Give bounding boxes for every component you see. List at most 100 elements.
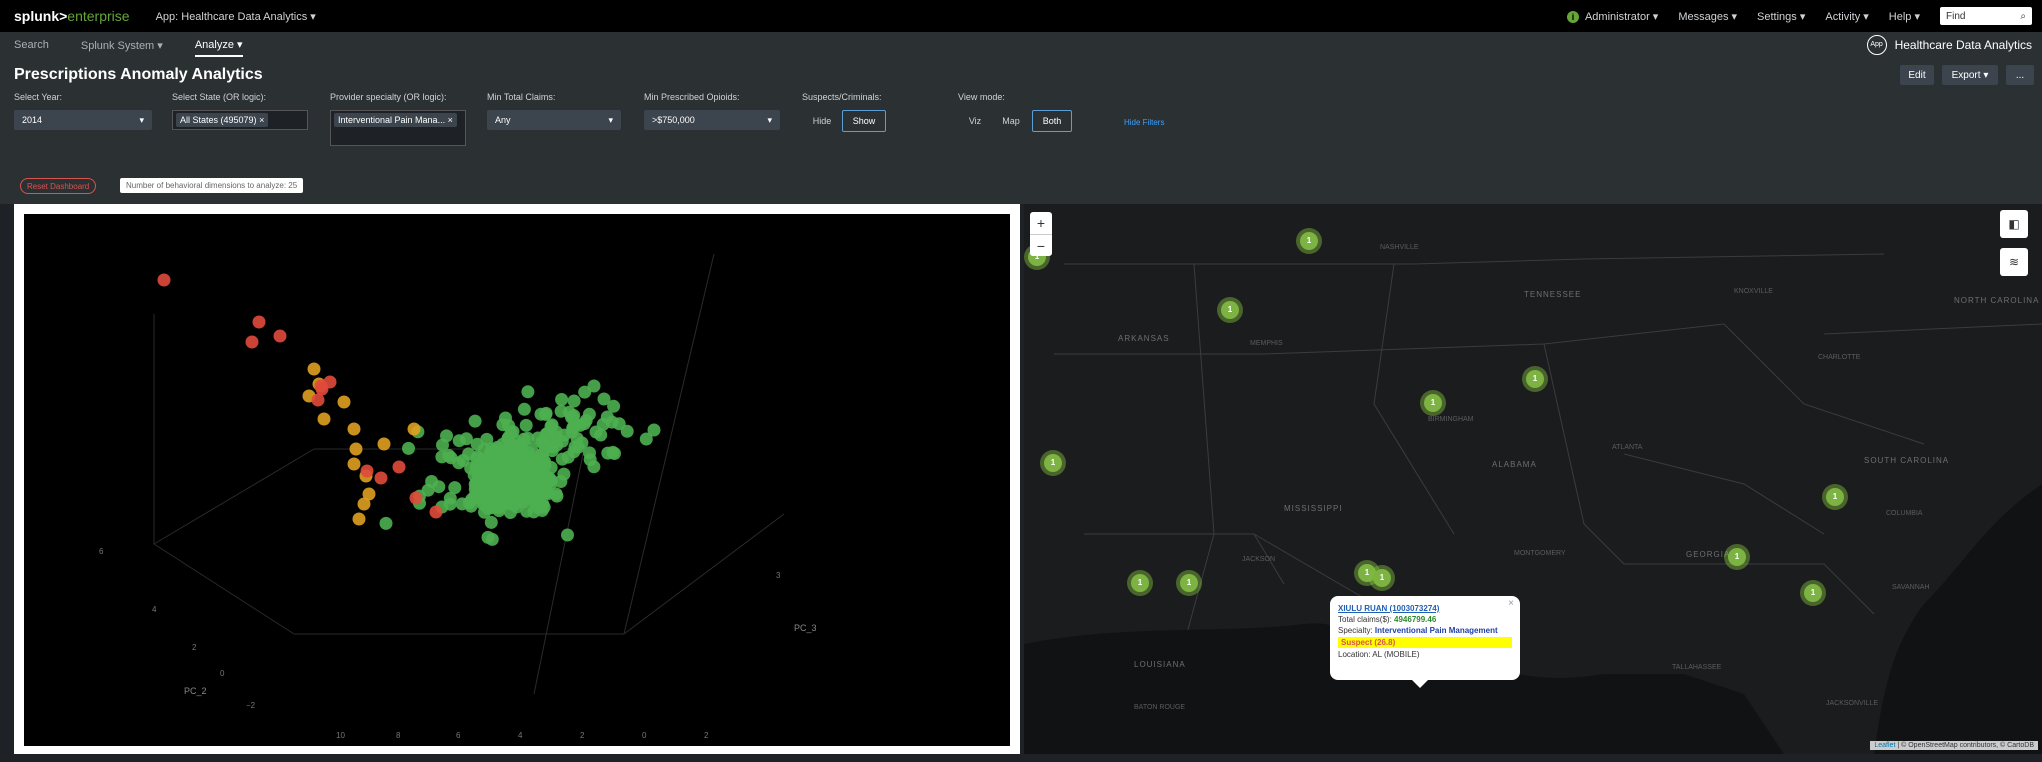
close-icon[interactable]: × bbox=[1508, 598, 1514, 609]
map-marker-cluster[interactable]: 1 bbox=[1522, 366, 1548, 392]
data-point[interactable] bbox=[550, 489, 564, 503]
data-point[interactable] bbox=[612, 417, 626, 431]
export-button[interactable]: Export ▾ bbox=[1942, 65, 1998, 85]
data-point[interactable] bbox=[484, 515, 498, 529]
data-point[interactable] bbox=[362, 487, 376, 501]
data-point[interactable] bbox=[491, 449, 504, 463]
data-point[interactable] bbox=[468, 482, 482, 496]
data-point[interactable] bbox=[536, 447, 550, 461]
data-point[interactable] bbox=[597, 392, 611, 406]
help-menu[interactable]: Help ▾ bbox=[1888, 10, 1920, 23]
data-point[interactable] bbox=[467, 468, 481, 482]
data-point[interactable] bbox=[561, 528, 574, 542]
activity-menu[interactable]: Activity ▾ bbox=[1825, 10, 1869, 23]
data-point[interactable] bbox=[520, 474, 534, 488]
viewmode-map[interactable]: Map bbox=[1002, 116, 1020, 126]
specialty-multiselect[interactable]: Interventional Pain Mana... × bbox=[330, 110, 466, 146]
data-point[interactable] bbox=[521, 488, 535, 502]
data-point[interactable] bbox=[548, 429, 562, 443]
data-point[interactable] bbox=[323, 375, 337, 389]
zoom-out-button[interactable]: − bbox=[1030, 234, 1052, 257]
data-point[interactable] bbox=[521, 385, 535, 399]
viewmode-both[interactable]: Both bbox=[1032, 110, 1072, 132]
settings-menu[interactable]: Settings ▾ bbox=[1757, 10, 1806, 23]
data-point[interactable] bbox=[475, 460, 489, 474]
data-point[interactable] bbox=[501, 432, 515, 446]
claims-dropdown[interactable]: Any ▾ bbox=[487, 110, 621, 130]
data-point[interactable] bbox=[436, 438, 449, 452]
data-point[interactable] bbox=[577, 417, 591, 431]
data-point[interactable] bbox=[519, 418, 533, 432]
data-point[interactable] bbox=[352, 512, 366, 526]
pca-scatter-plot[interactable]: PC_2 PC_3 6 4 2 0 −2 10 8 6 4 2 0 2 3 bbox=[24, 214, 1010, 746]
map-marker-cluster[interactable]: 1 bbox=[1369, 565, 1395, 591]
data-point[interactable] bbox=[567, 394, 581, 408]
data-point[interactable] bbox=[307, 362, 321, 376]
data-point[interactable] bbox=[337, 395, 351, 409]
data-point[interactable] bbox=[357, 497, 371, 511]
data-point[interactable] bbox=[538, 485, 552, 499]
data-point[interactable] bbox=[452, 434, 466, 448]
more-button[interactable]: ... bbox=[2006, 65, 2034, 85]
data-point[interactable] bbox=[429, 505, 443, 519]
data-point[interactable] bbox=[468, 414, 482, 428]
data-point[interactable] bbox=[555, 452, 569, 466]
find-input[interactable]: Find ⌕ bbox=[1940, 7, 2032, 25]
data-point[interactable] bbox=[503, 506, 517, 519]
map-marker-cluster[interactable]: 1 bbox=[1822, 484, 1848, 510]
data-point[interactable] bbox=[505, 493, 519, 507]
data-point[interactable] bbox=[481, 502, 495, 515]
data-point[interactable] bbox=[601, 446, 615, 460]
data-point[interactable] bbox=[407, 422, 421, 436]
data-point[interactable] bbox=[157, 273, 171, 287]
viewmode-viz[interactable]: Viz bbox=[968, 116, 982, 126]
hide-filters-link[interactable]: Hide Filters bbox=[1124, 118, 1165, 127]
data-point[interactable] bbox=[589, 425, 603, 439]
data-point[interactable] bbox=[252, 315, 266, 329]
data-point[interactable] bbox=[578, 385, 592, 399]
leaflet-link[interactable]: Leaflet bbox=[1874, 742, 1896, 749]
administrator-menu[interactable]: i Administrator ▾ bbox=[1566, 10, 1658, 23]
map-marker-cluster[interactable]: 1 bbox=[1724, 544, 1750, 570]
data-point[interactable] bbox=[245, 335, 259, 349]
data-point[interactable] bbox=[317, 412, 331, 426]
data-point[interactable] bbox=[537, 437, 551, 451]
data-point[interactable] bbox=[571, 440, 585, 454]
data-point[interactable] bbox=[443, 491, 457, 505]
nav-search[interactable]: Search bbox=[14, 39, 49, 51]
data-point[interactable] bbox=[273, 329, 287, 343]
suspects-hide[interactable]: Hide bbox=[812, 116, 832, 126]
data-point[interactable] bbox=[607, 399, 621, 413]
nav-splunk-system[interactable]: Splunk System ▾ bbox=[80, 39, 163, 52]
map-marker-cluster[interactable]: 1 bbox=[1296, 228, 1322, 254]
data-point[interactable] bbox=[480, 432, 494, 446]
remove-icon[interactable]: × bbox=[447, 115, 453, 125]
map-basemap[interactable] bbox=[1024, 204, 2042, 754]
data-point[interactable] bbox=[583, 453, 597, 467]
messages-menu[interactable]: Messages ▾ bbox=[1678, 10, 1738, 23]
data-point[interactable] bbox=[534, 407, 548, 421]
data-point[interactable] bbox=[565, 425, 579, 439]
data-point[interactable] bbox=[639, 432, 653, 446]
data-point[interactable] bbox=[647, 423, 661, 437]
data-point[interactable] bbox=[492, 486, 506, 500]
provider-link[interactable]: XIULU RUAN (1003073274) bbox=[1338, 604, 1440, 613]
data-point[interactable] bbox=[349, 442, 363, 456]
layers-button[interactable]: ≋ bbox=[2000, 248, 2028, 276]
data-point[interactable] bbox=[347, 457, 361, 471]
data-point[interactable] bbox=[587, 379, 601, 393]
data-point[interactable] bbox=[311, 393, 325, 407]
map-marker-cluster[interactable]: 1 bbox=[1420, 390, 1446, 416]
data-point[interactable] bbox=[377, 437, 391, 451]
fullscreen-button[interactable]: ◧ bbox=[2000, 210, 2028, 238]
app-menu[interactable]: App: Healthcare Data Analytics ▾ bbox=[155, 10, 316, 23]
data-point[interactable] bbox=[545, 418, 559, 432]
data-point[interactable] bbox=[470, 437, 484, 451]
data-point[interactable] bbox=[448, 481, 462, 495]
dimensions-input[interactable]: Number of behavioral dimensions to analy… bbox=[120, 178, 304, 193]
data-point[interactable] bbox=[392, 460, 406, 474]
zoom-in-button[interactable]: + bbox=[1036, 215, 1046, 231]
data-point[interactable] bbox=[455, 497, 469, 511]
data-point[interactable] bbox=[562, 405, 576, 419]
map-marker-cluster[interactable]: 1 bbox=[1217, 297, 1243, 323]
